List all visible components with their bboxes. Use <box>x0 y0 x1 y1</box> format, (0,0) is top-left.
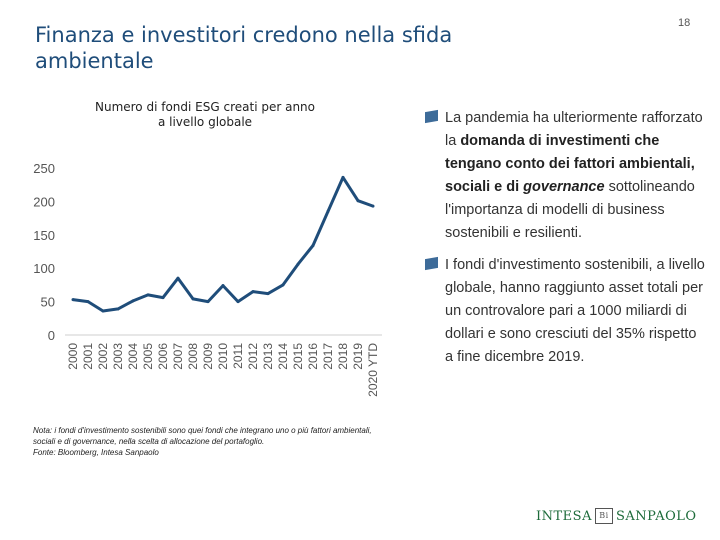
footnote-note: Nota: i fondi d'investimento sostenibili… <box>33 426 372 446</box>
y-tick-label: 250 <box>33 161 55 176</box>
logo-mark-icon: Bi <box>594 508 613 524</box>
bullet-1-bold: domanda di investimenti che tengano cont… <box>445 133 695 195</box>
x-tick-label: 2020 YTD <box>366 343 380 397</box>
bullet-1-italic: governance <box>523 179 605 195</box>
x-tick-label: 2015 <box>291 343 305 370</box>
data-point <box>341 175 345 179</box>
logo-left: INTESA <box>536 508 592 524</box>
x-tick-label: 2000 <box>66 343 80 370</box>
x-tick-label: 2011 <box>231 343 245 369</box>
x-tick-label: 2002 <box>96 343 110 370</box>
footnote-source: Fonte: Bloomberg, Intesa Sanpaolo <box>33 448 159 457</box>
y-tick-label: 50 <box>41 295 55 310</box>
data-point <box>251 290 255 294</box>
x-tick-label: 2016 <box>306 343 320 370</box>
y-tick-label: 100 <box>33 261 55 276</box>
y-tick-label: 0 <box>48 328 55 343</box>
bullet-2-text: I fondi d'investimento sostenibili, a li… <box>445 257 705 365</box>
bullet-1-text: La pandemia ha ulteriormente rafforzato … <box>445 110 703 149</box>
x-tick-label: 2019 <box>351 343 365 370</box>
x-tick-label: 2012 <box>246 343 260 370</box>
data-point <box>176 276 180 280</box>
data-point <box>221 284 225 288</box>
bullet-1-end: sottolineando l'importanza di modelli di… <box>445 179 695 241</box>
data-point <box>71 298 75 302</box>
x-tick-label: 2009 <box>201 343 215 370</box>
logo-right: SANPAOLO <box>615 508 697 524</box>
x-tick-label: 2010 <box>216 343 230 370</box>
data-point <box>161 296 165 300</box>
y-tick-label: 200 <box>33 194 55 209</box>
bullet-square-icon <box>425 109 438 124</box>
data-point <box>296 262 300 266</box>
chart-title: Numero di fondi ESG creati per anno a li… <box>94 100 315 129</box>
data-point <box>146 293 150 297</box>
data-point <box>191 297 195 301</box>
x-tick-label: 2005 <box>141 343 155 370</box>
bullet-list: La pandemia ha ulteriormente rafforzato … <box>425 107 705 378</box>
data-point <box>116 307 120 311</box>
data-point <box>356 199 360 203</box>
data-point <box>131 299 135 303</box>
bullet-item: La pandemia ha ulteriormente rafforzato … <box>425 107 705 245</box>
data-point <box>206 300 210 304</box>
data-point <box>326 209 330 213</box>
y-tick-label: 150 <box>33 228 55 243</box>
page-number: 18 <box>678 17 691 29</box>
data-point <box>86 300 90 304</box>
x-tick-label: 2007 <box>171 343 185 370</box>
bullet-square-icon <box>425 256 438 271</box>
series-line <box>72 175 374 313</box>
data-point <box>281 283 285 287</box>
data-point <box>311 243 315 247</box>
page-title: Finanza e investitori credono nella sfid… <box>35 23 453 73</box>
x-tick-label: 2013 <box>261 343 275 370</box>
x-tick-label: 2017 <box>321 343 335 370</box>
data-point <box>236 300 240 304</box>
footnote: Nota: i fondi d'investimento sostenibili… <box>33 425 393 458</box>
bullet-item: I fondi d'investimento sostenibili, a li… <box>425 254 705 369</box>
x-tick-label: 2003 <box>111 343 125 370</box>
x-tick-label: 2018 <box>336 343 350 370</box>
data-point <box>266 292 270 296</box>
data-point <box>101 309 105 313</box>
x-tick-label: 2001 <box>81 343 95 370</box>
data-point <box>371 204 375 208</box>
x-tick-label: 2006 <box>156 343 170 370</box>
x-tick-label: 2014 <box>276 343 290 370</box>
x-tick-label: 2008 <box>186 343 200 370</box>
x-tick-label: 2004 <box>126 343 140 370</box>
intesa-sanpaolo-logo: INTESA Bi SANPAOLO <box>536 508 697 524</box>
